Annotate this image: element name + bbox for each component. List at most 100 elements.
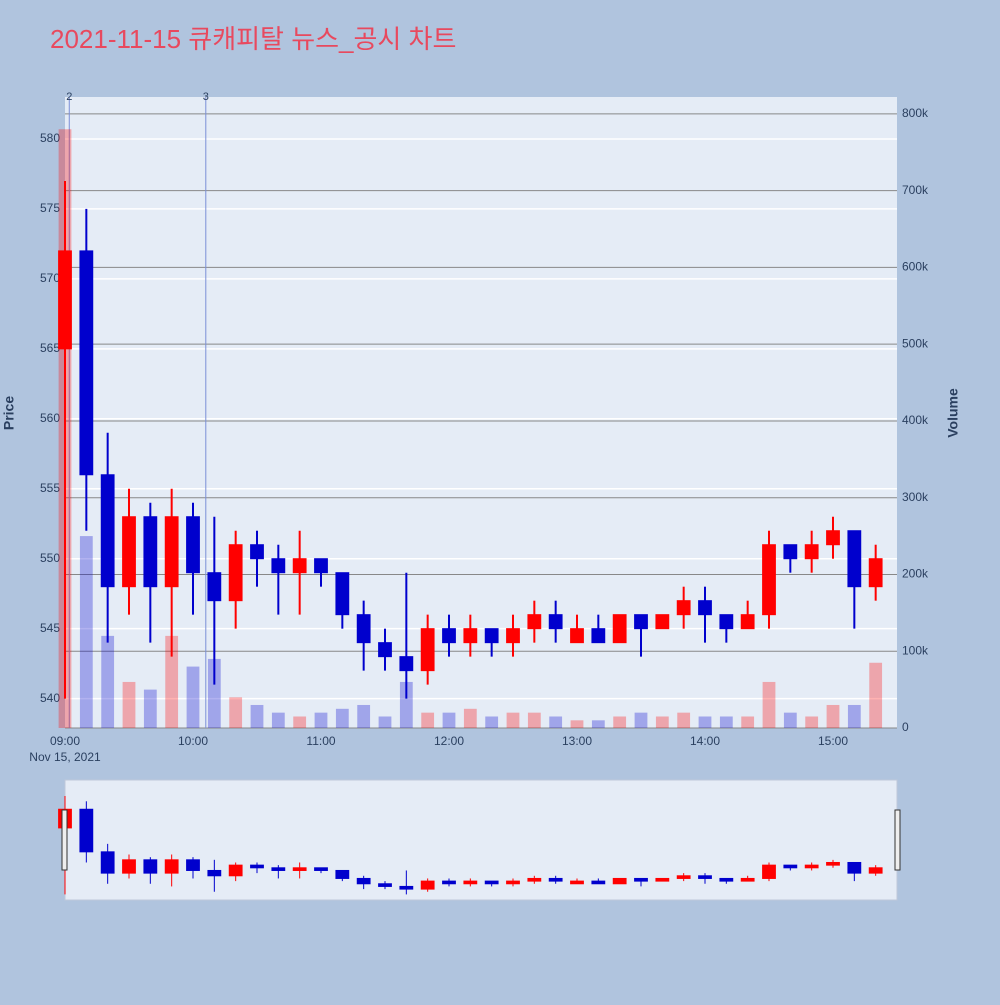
y2-tick-label: 400k (902, 413, 929, 427)
y-tick-label: 580 (40, 131, 60, 145)
volume-bar (335, 708, 349, 728)
candle-body (79, 250, 94, 476)
y2-tick-label: 300k (902, 490, 929, 504)
y-tick-label: 570 (40, 271, 60, 285)
volume-bar (527, 712, 541, 728)
mini-candle-body (868, 867, 883, 874)
mini-candle-body (207, 869, 222, 877)
volume-bar (314, 712, 328, 728)
candle-body (826, 530, 840, 546)
volume-bar (207, 658, 221, 728)
mini-candle-body (442, 880, 456, 885)
candle-body (58, 250, 72, 350)
chart-title: 2021-11-15 큐캐피탈 뉴스_공시 차트 (50, 24, 456, 54)
volume-bar (250, 704, 264, 728)
candle-body (570, 628, 584, 644)
y-tick-label: 575 (40, 201, 60, 215)
volume-bar (143, 689, 157, 728)
plot-area (65, 97, 897, 728)
y2-tick-label: 200k (902, 567, 929, 581)
y-tick-label: 565 (40, 341, 60, 355)
annotation-label: 3 (203, 91, 209, 103)
mini-candle-body (762, 864, 776, 879)
candle-body (207, 572, 222, 602)
volume-bar (741, 716, 755, 728)
candle-body (143, 516, 158, 588)
mini-candle-body (506, 880, 520, 885)
candle-body (719, 614, 734, 630)
candle-body (100, 474, 115, 588)
mini-candle-body (655, 877, 670, 882)
candle-body (783, 544, 798, 560)
candle-body (356, 614, 371, 644)
volume-bar (271, 712, 285, 728)
volume-bar (79, 536, 93, 728)
mini-candle-body (143, 859, 158, 874)
range-slider[interactable] (64, 779, 898, 901)
x-tick-label: 14:00 (690, 734, 720, 748)
candle-body (698, 600, 712, 616)
volume-bar (293, 716, 307, 728)
mini-candle-body (612, 877, 627, 885)
mini-candle-body (591, 880, 606, 885)
volume-bar (399, 681, 413, 728)
candle-body (612, 614, 627, 644)
candle-body (655, 614, 670, 630)
volume-bar (421, 712, 435, 728)
volume-bar (485, 716, 499, 728)
y2-axis-label: Volume (945, 388, 961, 438)
y2-tick-label: 800k (902, 106, 929, 120)
mini-candle-body (676, 875, 691, 879)
volume-bar (591, 720, 605, 728)
candle-body (335, 572, 350, 616)
volume-bar (613, 716, 627, 728)
mini-candle-body (399, 885, 414, 890)
volume-bar (677, 712, 691, 728)
mini-candle-body (484, 880, 499, 885)
y2-tick-label: 0 (902, 720, 909, 734)
volume-bar (463, 708, 477, 728)
volume-bar (719, 716, 733, 728)
mini-candle-body (228, 864, 243, 877)
volume-bar (847, 704, 861, 728)
volume-bar (549, 716, 563, 728)
mini-candle-body (740, 877, 755, 882)
candle-body (676, 600, 691, 616)
volume-bar (570, 720, 584, 728)
annotation-label: 2 (66, 91, 72, 103)
mini-candle-body (335, 869, 350, 879)
mini-candle-body (698, 875, 712, 879)
x-date-label: Nov 15, 2021 (29, 750, 101, 764)
volume-bar (506, 712, 520, 728)
volume-bar (186, 666, 200, 728)
candle-body (271, 558, 286, 574)
candle-body (740, 614, 755, 630)
candle-body (506, 628, 520, 644)
candle-body (847, 530, 862, 588)
candle-body (399, 656, 414, 672)
range-handle[interactable] (61, 809, 68, 871)
candle-body (292, 558, 307, 574)
y2-tick-label: 100k (902, 643, 929, 657)
range-handle[interactable] (894, 809, 901, 871)
candle-body (378, 642, 392, 658)
candle-body (122, 516, 136, 588)
y-tick-label: 555 (40, 481, 60, 495)
candle-body (250, 544, 264, 560)
volume-bar (229, 697, 243, 728)
volume-bar (165, 635, 179, 728)
mini-candle-body (826, 861, 840, 866)
mini-candle-body (634, 877, 648, 882)
mini-candle-body (79, 808, 94, 853)
volume-bar (826, 704, 840, 728)
y-axis-label: Price (1, 396, 17, 430)
mini-candle-body (570, 880, 584, 885)
y2-tick-label: 700k (902, 183, 929, 197)
x-tick-label: 09:00 (50, 734, 80, 748)
volume-bar (357, 704, 371, 728)
candle-body (484, 628, 499, 644)
volume-bar (783, 712, 797, 728)
y-tick-label: 545 (40, 621, 60, 635)
mini-candle-body (719, 877, 734, 882)
